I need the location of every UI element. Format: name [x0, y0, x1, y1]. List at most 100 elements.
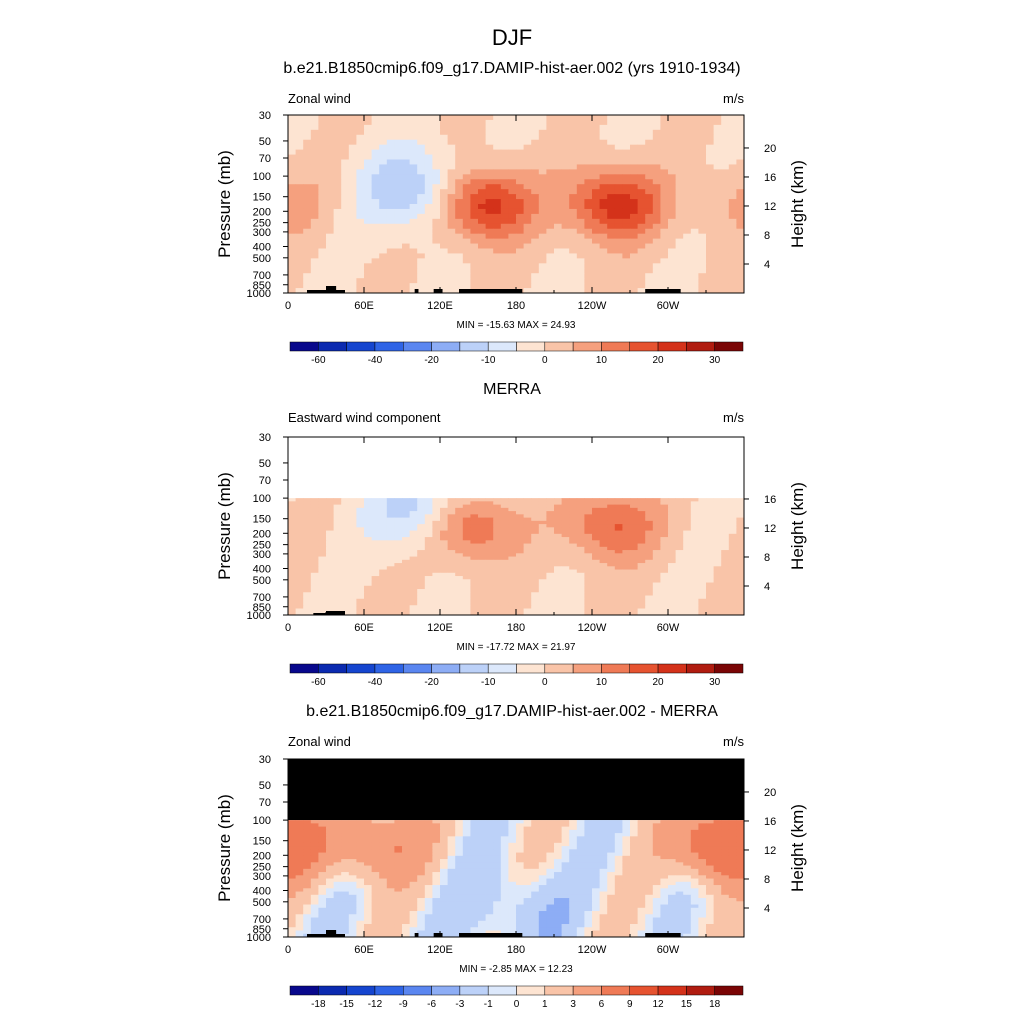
- field-cell: [462, 278, 471, 284]
- field-cell: [622, 514, 631, 518]
- field-cell: [348, 174, 357, 180]
- field-cell: [660, 243, 669, 249]
- field-cell: [364, 592, 372, 596]
- field-cell: [675, 820, 684, 824]
- field-cell: [630, 839, 638, 844]
- field-cell: [348, 537, 357, 541]
- field-cell: [371, 842, 380, 847]
- field-cell: [652, 823, 661, 828]
- field-cell: [478, 273, 486, 279]
- field-cell: [326, 507, 334, 512]
- field-cell: [500, 537, 509, 541]
- field-cell: [485, 517, 494, 522]
- field-cell: [698, 537, 707, 541]
- field-cell: [371, 572, 380, 577]
- field-cell: [326, 537, 334, 541]
- field-cell: [652, 582, 661, 587]
- field-cell: [470, 595, 479, 600]
- field-cell: [462, 124, 471, 131]
- field-cell: [417, 164, 426, 170]
- field-cell: [341, 543, 350, 548]
- field-cell: [417, 258, 426, 264]
- field-cell: [637, 537, 646, 541]
- field-cell: [447, 553, 456, 557]
- field-cell: [652, 540, 661, 544]
- field-cell: [326, 129, 334, 136]
- field-cell: [424, 589, 433, 593]
- field-cell: [516, 823, 524, 828]
- field-cell: [386, 268, 395, 274]
- field-cell: [721, 199, 730, 205]
- field-cell: [683, 134, 692, 141]
- field-cell: [341, 517, 350, 522]
- field-cell: [508, 527, 517, 531]
- field-cell: [424, 608, 433, 613]
- field-cell: [614, 533, 623, 538]
- field-cell: [310, 572, 319, 577]
- field-cell: [637, 605, 646, 609]
- field-cell: [668, 204, 676, 210]
- field-cell: [371, 248, 380, 254]
- field-cell: [531, 511, 540, 515]
- field-cell: [432, 602, 441, 606]
- field-cell: [417, 836, 426, 840]
- field-cell: [386, 524, 395, 528]
- field-cell: [417, 520, 426, 525]
- colorbar-label: 20: [653, 355, 665, 366]
- field-cell: [569, 288, 578, 294]
- field-cell: [500, 228, 509, 235]
- field-cell: [622, 553, 631, 557]
- field-cell: [675, 605, 684, 609]
- field-cell: [493, 826, 502, 831]
- field-cell: [683, 263, 692, 269]
- field-cell: [508, 248, 517, 254]
- field-cell: [371, 268, 380, 274]
- field-cell: [728, 546, 737, 551]
- field-cell: [371, 507, 380, 512]
- field-cell: [531, 563, 540, 567]
- field-cell: [721, 194, 730, 200]
- field-cell: [440, 149, 448, 155]
- field-cell: [402, 288, 410, 294]
- panel-units-label: m/s: [723, 734, 744, 749]
- field-cell: [500, 263, 509, 269]
- field-cell: [630, 820, 638, 824]
- field-cell: [386, 829, 395, 834]
- field-cell: [447, 208, 456, 215]
- field-cell: [721, 134, 730, 141]
- field-cell: [364, 537, 372, 541]
- field-cell: [447, 611, 456, 616]
- field-cell: [424, 585, 433, 590]
- field-cell: [295, 498, 304, 502]
- field-cell: [538, 553, 547, 557]
- field-cell: [569, 144, 578, 151]
- field-cell: [341, 238, 350, 244]
- field-cell: [341, 514, 350, 518]
- field-cell: [432, 569, 441, 574]
- field-cell: [303, 233, 312, 240]
- field-cell: [569, 566, 578, 570]
- field-cell: [645, 826, 654, 831]
- field-cell: [333, 589, 342, 593]
- panel-left-label: Zonal wind: [288, 734, 351, 749]
- field-cell: [295, 134, 304, 141]
- field-cell: [675, 124, 684, 131]
- field-cell: [440, 233, 448, 240]
- y-tick-label: 500: [253, 253, 271, 265]
- colorbar-swatch: [318, 341, 347, 352]
- field-cell: [409, 253, 418, 259]
- field-cell: [440, 124, 448, 131]
- field-cell: [531, 611, 540, 616]
- field-cell: [668, 213, 676, 220]
- field-cell: [721, 189, 730, 195]
- colorbar-swatch: [487, 341, 517, 352]
- colorbar-label: -10: [481, 355, 496, 366]
- field-cell: [288, 169, 296, 175]
- field-cell: [288, 504, 296, 509]
- field-cell: [462, 550, 471, 554]
- field-cell: [417, 498, 426, 502]
- field-cell: [614, 520, 623, 525]
- field-cell: [630, 139, 638, 146]
- field-cell: [706, 507, 714, 512]
- field-cell: [288, 119, 296, 126]
